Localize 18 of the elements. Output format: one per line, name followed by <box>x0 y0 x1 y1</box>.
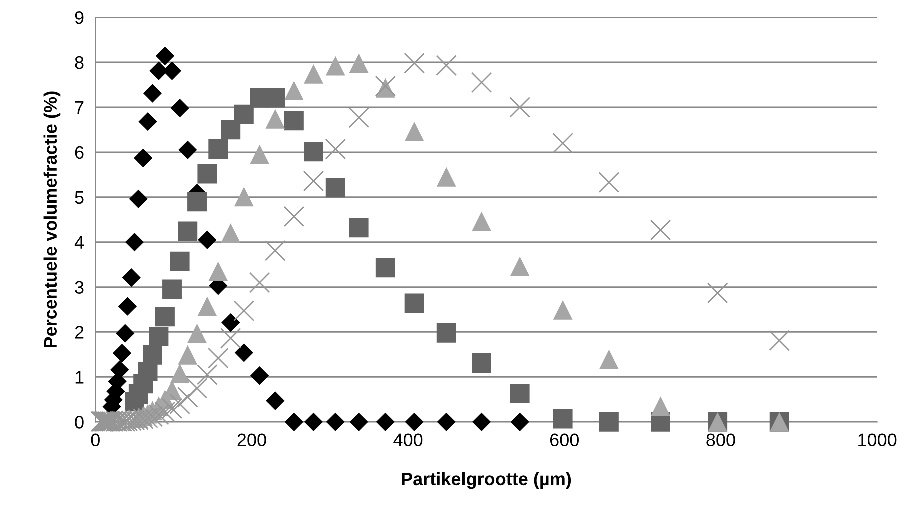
y-tick-label: 1 <box>76 371 84 384</box>
y-tick-label: 3 <box>75 281 84 294</box>
y-axis-title: Percentuele volumefractie (%) <box>44 92 61 348</box>
y-tick-label: 6 <box>75 146 84 160</box>
y-tick-label: 5 <box>75 191 84 204</box>
y-tick-label: 4 <box>74 236 84 249</box>
x-tick-label: 1000 <box>858 434 897 447</box>
y-tick-label: 0 <box>75 416 84 429</box>
y-tick-label: 8 <box>75 56 84 70</box>
x-tick-label: 600 <box>550 434 579 447</box>
x-tick-label: 0 <box>91 434 100 447</box>
y-tick-label: 9 <box>75 11 84 24</box>
x-tick-label: 200 <box>238 434 266 447</box>
x-axis-title: Partikelgrootte (µm) <box>402 472 572 490</box>
y-tick-label: 2 <box>75 326 84 339</box>
x-tick-label: 400 <box>394 434 423 447</box>
x-tick-label: 800 <box>706 434 736 447</box>
y-tick-label: 7 <box>75 102 84 114</box>
